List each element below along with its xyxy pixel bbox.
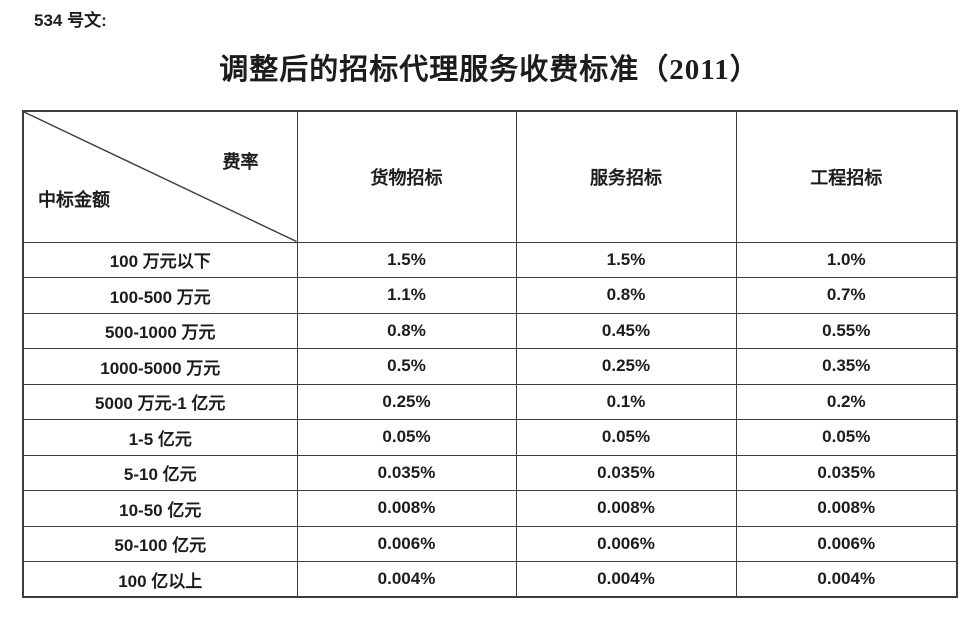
table-row: 100 亿以上 0.004% 0.004% 0.004% bbox=[22, 561, 958, 598]
row-label-cell: 5-10 亿元 bbox=[22, 454, 298, 491]
fee-value-cell: 0.1% bbox=[515, 383, 737, 420]
fee-value-cell: 0.05% bbox=[735, 419, 958, 456]
corner-label-rate: 费率 bbox=[222, 152, 259, 172]
fee-value-cell: 0.004% bbox=[515, 561, 737, 598]
fee-value-cell: 0.035% bbox=[515, 454, 737, 491]
fee-value-cell: 0.35% bbox=[735, 348, 958, 385]
table-row: 100 万元以下 1.5% 1.5% 1.0% bbox=[22, 241, 958, 278]
fee-value-cell: 0.035% bbox=[735, 454, 958, 491]
table-row: 50-100 亿元 0.006% 0.006% 0.006% bbox=[22, 525, 958, 562]
fee-value-cell: 0.008% bbox=[515, 490, 737, 527]
table-row: 500-1000 万元 0.8% 0.45% 0.55% bbox=[22, 312, 958, 349]
row-label-cell: 50-100 亿元 bbox=[22, 525, 298, 562]
row-label-cell: 1000-5000 万元 bbox=[22, 348, 298, 385]
fee-value-cell: 0.7% bbox=[735, 277, 958, 314]
fee-value-cell: 0.5% bbox=[296, 348, 517, 385]
table-row: 5000 万元-1 亿元 0.25% 0.1% 0.2% bbox=[22, 383, 958, 420]
table-row: 1000-5000 万元 0.5% 0.25% 0.35% bbox=[22, 348, 958, 385]
fee-rate-table: 费率 中标金额 货物招标 服务招标 工程招标 100 万元以下 1.5% 1.5… bbox=[22, 110, 958, 598]
fee-value-cell: 0.2% bbox=[735, 383, 958, 420]
row-label-cell: 500-1000 万元 bbox=[22, 312, 298, 349]
diagonal-divider-line bbox=[24, 112, 297, 242]
doc-ref-label: 534 号文: bbox=[34, 11, 107, 30]
table-row: 1-5 亿元 0.05% 0.05% 0.05% bbox=[22, 419, 958, 456]
column-header-service: 服务招标 bbox=[515, 110, 737, 243]
fee-value-cell: 0.006% bbox=[515, 525, 737, 562]
fee-value-cell: 0.008% bbox=[296, 490, 517, 527]
fee-value-cell: 0.004% bbox=[296, 561, 517, 598]
row-label-cell: 100-500 万元 bbox=[22, 277, 298, 314]
fee-value-cell: 0.004% bbox=[735, 561, 958, 598]
fee-value-cell: 0.25% bbox=[296, 383, 517, 420]
fee-value-cell: 0.55% bbox=[735, 312, 958, 349]
fee-value-cell: 1.0% bbox=[735, 241, 958, 278]
corner-header-cell: 费率 中标金额 bbox=[22, 110, 298, 243]
fee-value-cell: 0.035% bbox=[296, 454, 517, 491]
fee-value-cell: 0.006% bbox=[735, 525, 958, 562]
fee-value-cell: 0.05% bbox=[515, 419, 737, 456]
fee-value-cell: 0.45% bbox=[515, 312, 737, 349]
fee-value-cell: 0.25% bbox=[515, 348, 737, 385]
fee-value-cell: 0.05% bbox=[296, 419, 517, 456]
page-title: 调整后的招标代理服务收费标准（2011） bbox=[219, 54, 760, 86]
column-header-engineering: 工程招标 bbox=[735, 110, 958, 243]
fee-value-cell: 1.5% bbox=[296, 241, 517, 278]
row-label-cell: 1-5 亿元 bbox=[22, 419, 298, 456]
fee-value-cell: 0.8% bbox=[296, 312, 517, 349]
row-label-cell: 5000 万元-1 亿元 bbox=[22, 383, 298, 420]
header-row: 费率 中标金额 货物招标 服务招标 工程招标 bbox=[22, 110, 958, 243]
column-header-goods: 货物招标 bbox=[296, 110, 517, 243]
row-label-cell: 100 万元以下 bbox=[22, 241, 298, 278]
fee-value-cell: 1.5% bbox=[515, 241, 737, 278]
table-row: 100-500 万元 1.1% 0.8% 0.7% bbox=[22, 277, 958, 314]
corner-label-amount: 中标金额 bbox=[38, 189, 110, 210]
fee-value-cell: 0.8% bbox=[515, 277, 737, 314]
fee-value-cell: 0.006% bbox=[296, 525, 517, 562]
row-label-cell: 10-50 亿元 bbox=[22, 490, 298, 527]
table-row: 5-10 亿元 0.035% 0.035% 0.035% bbox=[22, 454, 958, 491]
table-row: 10-50 亿元 0.008% 0.008% 0.008% bbox=[22, 490, 958, 527]
row-label-cell: 100 亿以上 bbox=[22, 561, 298, 598]
fee-value-cell: 0.008% bbox=[735, 490, 958, 527]
fee-value-cell: 1.1% bbox=[296, 277, 517, 314]
